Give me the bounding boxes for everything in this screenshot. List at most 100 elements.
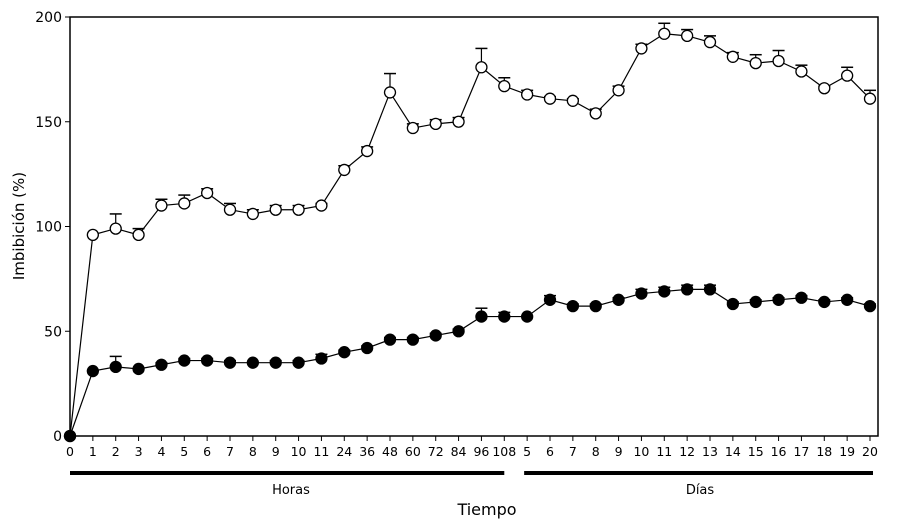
data-point-open bbox=[543, 92, 557, 105]
plot-frame bbox=[69, 16, 879, 437]
data-point-filled bbox=[863, 299, 877, 313]
x-tick-label: 13 bbox=[702, 444, 718, 459]
data-point-open bbox=[132, 228, 145, 242]
data-point-filled bbox=[452, 325, 465, 338]
data-point-filled bbox=[109, 360, 122, 374]
group-label-horas: Horas bbox=[272, 483, 310, 498]
data-point-filled bbox=[772, 293, 785, 306]
data-point-filled bbox=[315, 352, 328, 365]
x-tick-label: 5 bbox=[523, 444, 531, 459]
x-tick-label: 96 bbox=[473, 444, 489, 459]
data-point-filled bbox=[795, 291, 808, 304]
data-point-open bbox=[223, 203, 237, 216]
x-tick-label: 19 bbox=[839, 444, 855, 459]
x-tick-label: 6 bbox=[203, 444, 211, 459]
x-tick-label: 8 bbox=[592, 444, 600, 459]
data-point-open bbox=[726, 50, 740, 63]
data-point-filled bbox=[658, 285, 671, 298]
data-point-filled bbox=[703, 283, 717, 296]
data-point-open bbox=[86, 228, 100, 242]
y-tick-label: 150 bbox=[35, 115, 62, 131]
data-point-open bbox=[269, 203, 282, 216]
data-point-filled bbox=[749, 295, 762, 309]
x-tick-label: 4 bbox=[157, 444, 165, 459]
data-point-open bbox=[749, 56, 762, 70]
data-point-open bbox=[498, 79, 511, 93]
x-tick-label: 15 bbox=[748, 444, 764, 459]
data-point-open bbox=[246, 207, 260, 221]
data-point-open bbox=[315, 199, 328, 212]
x-tick-label: 84 bbox=[451, 444, 467, 459]
x-tick-label: 36 bbox=[359, 444, 375, 459]
data-point-filled bbox=[246, 356, 260, 369]
data-point-open bbox=[155, 199, 168, 212]
data-point-filled bbox=[178, 354, 191, 367]
data-point-filled bbox=[223, 356, 237, 369]
data-point-open bbox=[520, 88, 534, 101]
data-point-open bbox=[338, 163, 351, 177]
data-point-open bbox=[429, 117, 442, 130]
x-tick-label: 20 bbox=[862, 444, 878, 459]
x-tick-label: 11 bbox=[313, 444, 329, 459]
data-point-open bbox=[703, 35, 717, 49]
data-point-filled bbox=[543, 293, 557, 306]
data-point-filled bbox=[429, 329, 442, 342]
data-point-filled bbox=[566, 299, 580, 313]
data-point-filled bbox=[840, 293, 854, 306]
data-point-filled bbox=[498, 310, 511, 323]
data-point-filled bbox=[200, 354, 214, 367]
data-point-open bbox=[452, 115, 465, 128]
x-axis-label: Tiempo bbox=[456, 500, 516, 519]
x-tick-label: 16 bbox=[771, 444, 787, 459]
data-point-filled bbox=[360, 341, 374, 355]
data-point-open bbox=[635, 42, 648, 55]
x-tick-label: 3 bbox=[135, 444, 143, 459]
data-point-filled bbox=[612, 293, 625, 306]
x-tick-label: 10 bbox=[291, 444, 307, 459]
data-point-open bbox=[292, 203, 305, 216]
data-point-filled bbox=[383, 333, 397, 346]
data-point-open bbox=[406, 121, 420, 135]
data-point-filled bbox=[338, 346, 351, 359]
data-point-filled bbox=[475, 310, 488, 323]
x-tick-label: 60 bbox=[405, 444, 421, 459]
x-tick-label: 5 bbox=[180, 444, 188, 459]
data-point-filled bbox=[132, 362, 145, 376]
x-tick-label: 0 bbox=[66, 444, 74, 459]
data-point-open bbox=[200, 186, 214, 200]
data-point-open bbox=[475, 61, 488, 74]
x-tick-label: 9 bbox=[615, 444, 623, 459]
data-point-open bbox=[818, 82, 831, 95]
x-tick-label: 11 bbox=[656, 444, 672, 459]
data-point-filled bbox=[635, 287, 648, 300]
data-point-filled bbox=[818, 295, 831, 309]
data-point-filled bbox=[520, 310, 534, 323]
x-tick-label: 17 bbox=[793, 444, 809, 459]
data-point-filled bbox=[726, 297, 740, 311]
data-point-open bbox=[772, 54, 785, 68]
data-point-filled bbox=[292, 356, 305, 369]
group-label-dias: Días bbox=[686, 483, 715, 498]
x-tick-label: 6 bbox=[546, 444, 554, 459]
y-tick-label: 0 bbox=[53, 429, 62, 445]
data-point-filled bbox=[63, 429, 77, 443]
y-tick-label: 100 bbox=[35, 220, 62, 236]
x-tick-label: 7 bbox=[569, 444, 577, 459]
data-point-open bbox=[589, 107, 602, 120]
data-point-filled bbox=[86, 364, 100, 378]
x-tick-label: 12 bbox=[679, 444, 695, 459]
data-point-filled bbox=[406, 333, 420, 346]
x-tick-label: 10 bbox=[633, 444, 649, 459]
data-point-open bbox=[360, 144, 374, 158]
x-tick-label: 108 bbox=[492, 444, 516, 459]
y-tick-label: 200 bbox=[35, 10, 62, 26]
x-tick-label: 9 bbox=[272, 444, 280, 459]
x-tick-label: 7 bbox=[226, 444, 234, 459]
y-tick-label: 50 bbox=[44, 324, 62, 340]
data-point-open bbox=[178, 197, 191, 210]
data-point-open bbox=[612, 84, 625, 97]
y-axis-label: Imbibición (%) bbox=[10, 172, 28, 280]
data-point-open bbox=[840, 69, 854, 82]
data-point-filled bbox=[155, 358, 168, 371]
